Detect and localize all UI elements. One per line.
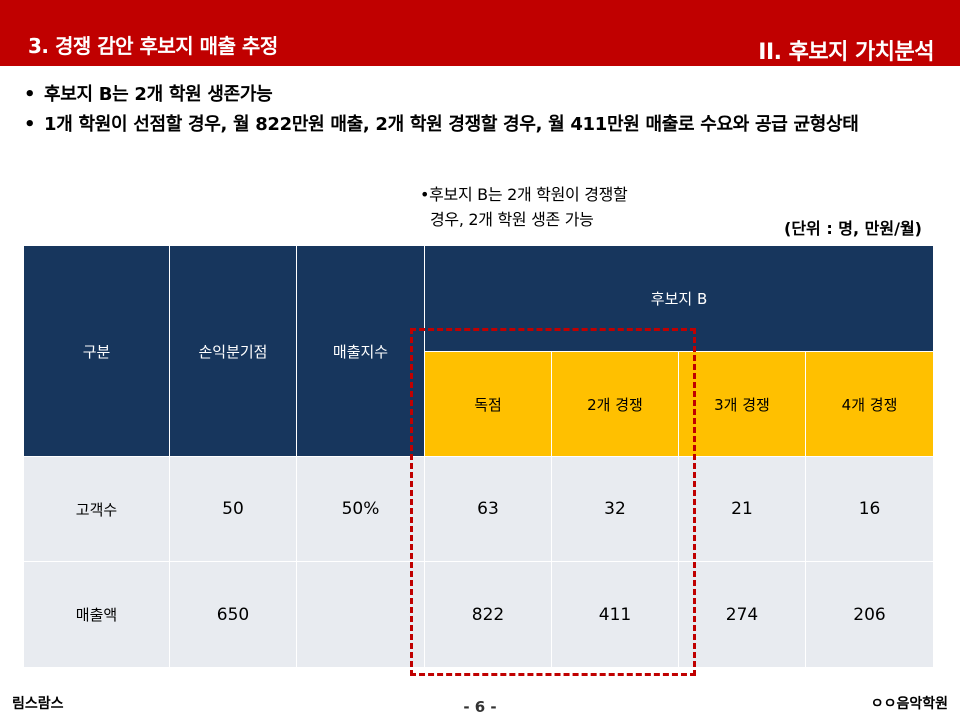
unit-note: (단위 : 명, 만원/월) — [784, 219, 922, 238]
callout-line: •후보지 B는 2개 학원이 경쟁할 — [420, 185, 628, 204]
header-breakeven: 손익분기점 — [169, 245, 297, 457]
cell-value: 32 — [551, 456, 679, 562]
bullet-item: 후보지 B는 2개 학원 생존가능 — [22, 80, 922, 110]
bullet-list: 후보지 B는 2개 학원 생존가능 1개 학원이 선점할 경우, 월 822만원… — [22, 80, 922, 140]
cell-sales-index: 50% — [296, 456, 425, 562]
slide-title: 3. 경쟁 감안 후보지 매출 추정 — [28, 34, 278, 58]
highlight-dashed-box — [410, 328, 696, 676]
cell-value: 206 — [804, 561, 935, 668]
cell-value: 63 — [424, 456, 552, 562]
callout-note: •후보지 B는 2개 학원이 경쟁할 경우, 2개 학원 생존 가능 — [420, 182, 720, 232]
footer-brand: 림스람스 — [12, 696, 64, 712]
page-number: - 6 - — [463, 698, 497, 716]
section-title: II. 후보지 가치분석 — [758, 40, 934, 65]
header-category: 구분 — [23, 245, 170, 457]
cell-value: 21 — [678, 456, 806, 562]
callout-line: 경우, 2개 학원 생존 가능 — [430, 210, 594, 229]
cell-sales-index — [296, 561, 425, 668]
table-row: 고객수 50 50% 63 32 21 16 — [23, 456, 935, 562]
table-row: 매출액 650 822 411 274 206 — [23, 561, 935, 668]
cell-breakeven: 650 — [169, 561, 297, 668]
header-bar — [0, 0, 960, 66]
header-scenario-2: 2개 경쟁 — [551, 351, 679, 457]
header-scenario-monopoly: 독점 — [424, 351, 552, 457]
cell-value: 274 — [678, 561, 806, 668]
cell-value: 16 — [804, 456, 935, 562]
header-scenario-4: 4개 경쟁 — [804, 351, 935, 457]
sales-estimate-table: 구분 손익분기점 매출지수 후보지 B 독점 2개 경쟁 3개 경쟁 4개 경쟁… — [23, 245, 935, 668]
header-site-b: 후보지 B — [423, 245, 935, 352]
row-label-customers: 고객수 — [23, 456, 170, 562]
bullet-item: 1개 학원이 선점할 경우, 월 822만원 매출, 2개 학원 경쟁할 경우,… — [22, 110, 922, 140]
cell-value: 411 — [551, 561, 679, 668]
footer-academy: ㅇㅇ음악학원 — [870, 696, 948, 712]
row-label-revenue: 매출액 — [23, 561, 170, 668]
header-scenario-3: 3개 경쟁 — [678, 351, 806, 457]
header-sales-index: 매출지수 — [296, 245, 425, 457]
cell-breakeven: 50 — [169, 456, 297, 562]
cell-value: 822 — [424, 561, 552, 668]
